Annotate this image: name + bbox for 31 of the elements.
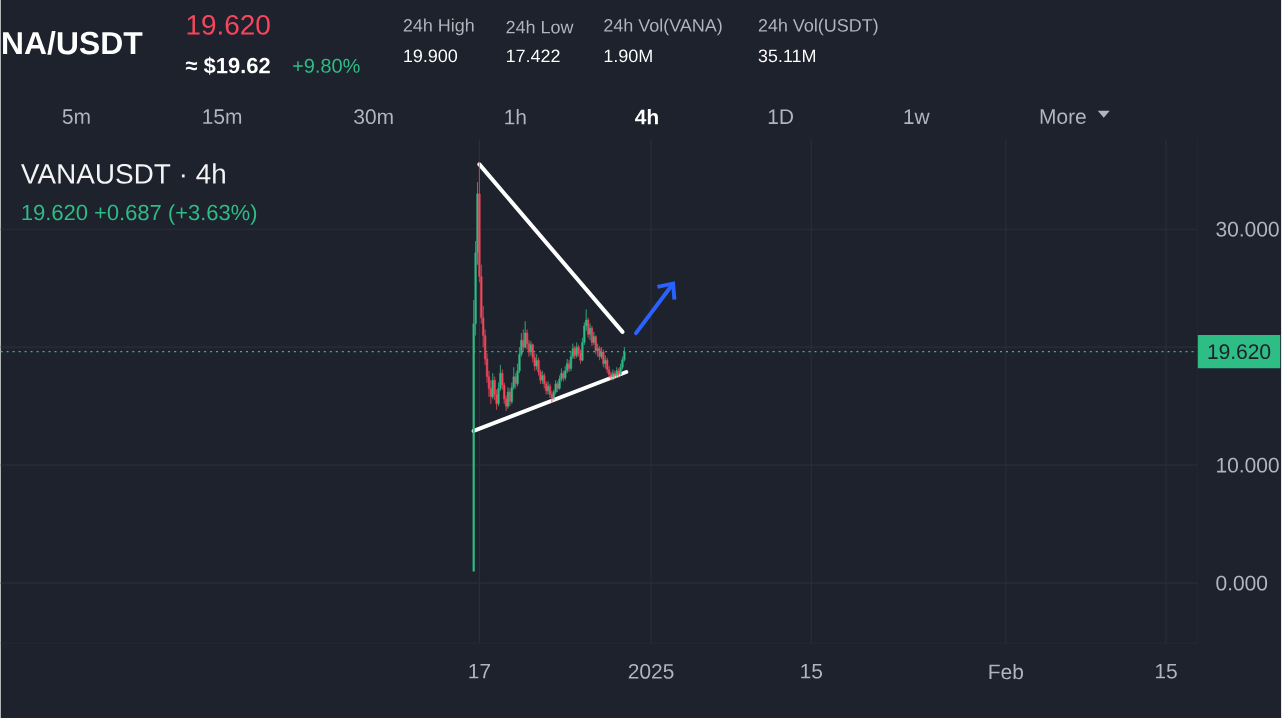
x-tick-label: 2025 <box>628 663 674 679</box>
text: More <box>1040 109 1086 124</box>
text: 1.90M <box>604 49 652 63</box>
text: 1h <box>505 109 526 125</box>
x-tick-label: 15 <box>1155 663 1177 679</box>
x-tick-label: 15 <box>801 663 823 679</box>
x-tick-label: Feb <box>989 663 1023 680</box>
y-tick-label: 30.000 <box>1216 221 1279 237</box>
text: 24h Low <box>506 20 574 34</box>
y-tick-label: 0.000 <box>1216 575 1268 591</box>
text: 24h High <box>403 18 474 36</box>
text: NA/USDT <box>3 30 143 55</box>
x-tick-label: 17 <box>469 663 490 679</box>
text: 1w <box>904 109 930 124</box>
text: 17.422 <box>506 49 560 63</box>
ref-line-label: 19.620 <box>1208 344 1271 360</box>
text: ≈ $19.62 <box>185 56 270 75</box>
text: VANAUSDT · 4h <box>21 163 225 184</box>
text: 30m <box>354 109 393 125</box>
y-tick-label: 10.000 <box>1217 457 1279 473</box>
text: 35.11M <box>758 49 816 63</box>
text: 15m <box>203 109 242 124</box>
text: 19.620 <box>187 14 270 35</box>
text: 5m <box>62 109 90 124</box>
text: 1D <box>768 109 793 124</box>
text: 24h Vol(USDT) <box>758 18 878 36</box>
text: 4h <box>635 109 658 125</box>
text: +9.80% <box>293 58 360 73</box>
text: 19.900 <box>404 49 458 63</box>
text: 24h Vol(VANA) <box>604 18 722 36</box>
text: 19.620 +0.687 (+3.63%) <box>22 204 257 225</box>
